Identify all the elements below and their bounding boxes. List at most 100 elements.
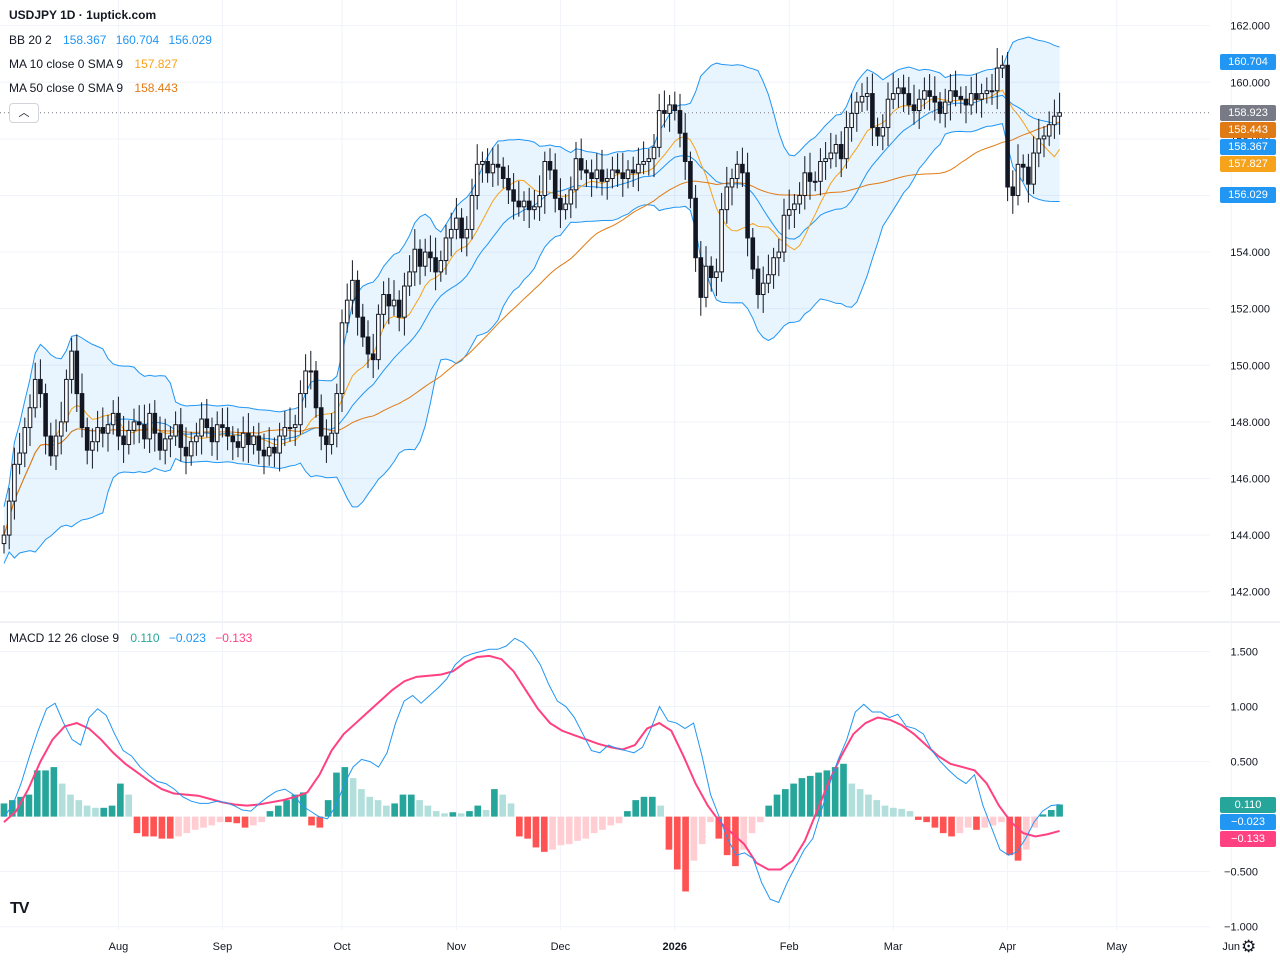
candle — [48, 422, 54, 466]
macd-badge: −0.133 — [1220, 830, 1276, 847]
candle — [974, 73, 979, 114]
candle — [43, 383, 48, 455]
macd-histogram-bar — [75, 800, 83, 817]
candle — [329, 413, 334, 455]
candle — [698, 241, 704, 316]
macd-histogram-bar — [283, 800, 290, 817]
legend-collapse-button[interactable]: ︿ — [9, 103, 39, 123]
macd-pane — [0, 637, 1063, 904]
legend-macd-label: MACD 12 26 close 9 — [9, 631, 120, 645]
candle — [105, 414, 111, 452]
macd-histogram-bar — [341, 767, 349, 817]
candle — [17, 432, 22, 475]
price-axis-tick: 146.000 — [1230, 473, 1270, 485]
candle — [864, 76, 870, 111]
candle — [355, 270, 360, 336]
candle — [1041, 126, 1047, 158]
legend-ma10[interactable]: MA 10 close 0 SMA 9 157.827 — [9, 57, 184, 71]
macd-histogram-bar — [998, 816, 1005, 823]
candle — [516, 181, 522, 217]
macd-histogram-bar — [250, 816, 257, 826]
candle — [838, 131, 844, 178]
candle — [927, 74, 932, 111]
macd-axis-tick: −0.500 — [1224, 867, 1258, 879]
macd-histogram-bar — [499, 794, 507, 817]
macd-histogram-bar — [1039, 814, 1047, 817]
candle — [225, 407, 230, 451]
candle — [162, 418, 168, 465]
candle — [1052, 99, 1057, 139]
macd-histogram-bar — [1014, 816, 1022, 861]
macd-histogram-bar — [856, 789, 864, 817]
macd-histogram-bar — [42, 770, 49, 817]
time-axis-tick: Dec — [551, 941, 571, 953]
macd-histogram-bar — [349, 778, 357, 817]
macd-histogram-bar — [632, 800, 640, 817]
candle — [734, 151, 740, 189]
macd-histogram-bar — [565, 816, 573, 845]
candle — [916, 89, 922, 129]
macd-histogram-bar — [781, 789, 789, 817]
candle — [214, 411, 220, 461]
macd-histogram-bar — [299, 792, 307, 817]
legend-ma10-label: MA 10 close 0 SMA 9 — [9, 57, 124, 71]
macd-histogram-bar — [840, 763, 847, 817]
price-axis-tick: 144.000 — [1230, 530, 1270, 542]
candle — [604, 168, 610, 200]
legend-bb[interactable]: BB 20 2 158.367 160.704 156.029 — [9, 33, 218, 47]
macd-histogram-bar — [956, 816, 964, 834]
macd-histogram-bar — [831, 767, 839, 817]
candle — [199, 402, 204, 455]
candle — [740, 147, 745, 187]
candle — [318, 394, 324, 451]
macd-axis-tick: −1.000 — [1224, 922, 1258, 934]
macd-histogram-bar — [732, 816, 739, 867]
candle — [448, 212, 454, 257]
candle — [391, 280, 397, 316]
candle — [1000, 55, 1005, 79]
legend-macd[interactable]: MACD 12 26 close 9 0.110 −0.023 −0.133 — [9, 631, 258, 645]
candle — [828, 132, 834, 169]
candle — [235, 428, 241, 458]
candle — [636, 147, 641, 192]
candle — [464, 216, 470, 257]
macd-histogram-bar — [806, 775, 814, 817]
macd-histogram-bar — [308, 816, 315, 826]
candle — [880, 114, 886, 151]
candle — [547, 148, 553, 180]
candle — [750, 228, 756, 279]
legend-ma50[interactable]: MA 50 close 0 SMA 9 158.443 — [9, 81, 184, 95]
macd-histogram-bar — [881, 805, 889, 817]
macd-histogram-bar — [8, 800, 16, 817]
candle — [578, 138, 584, 180]
macd-histogram-bar — [981, 816, 989, 828]
candle — [958, 86, 964, 114]
candle — [615, 153, 620, 187]
macd-histogram-bar — [1006, 816, 1014, 856]
macd-histogram-bar — [648, 796, 656, 817]
candle — [703, 246, 709, 308]
macd-histogram-bar — [141, 816, 149, 837]
macd-histogram-bar — [590, 816, 598, 834]
candle — [682, 113, 688, 180]
candle — [662, 90, 667, 128]
macd-histogram-bar — [790, 783, 797, 817]
candle — [558, 178, 563, 229]
candle — [287, 407, 293, 442]
tradingview-logo-icon[interactable]: TV — [10, 900, 29, 917]
macd-histogram-bar — [507, 803, 515, 817]
macd-histogram-bar — [391, 803, 398, 817]
candle — [126, 420, 132, 455]
macd-histogram-bar — [798, 778, 806, 817]
macd-badge: 0.110 — [1220, 796, 1276, 813]
gear-icon[interactable]: ⚙ — [1241, 937, 1257, 956]
candle — [272, 437, 277, 468]
legend-ma10-value: 157.827 — [134, 57, 178, 71]
candle — [292, 414, 298, 446]
candle — [27, 394, 33, 446]
macd-line — [3, 637, 1060, 904]
macd-histogram-bar — [815, 772, 822, 817]
candle — [22, 417, 28, 468]
candle — [589, 159, 594, 197]
